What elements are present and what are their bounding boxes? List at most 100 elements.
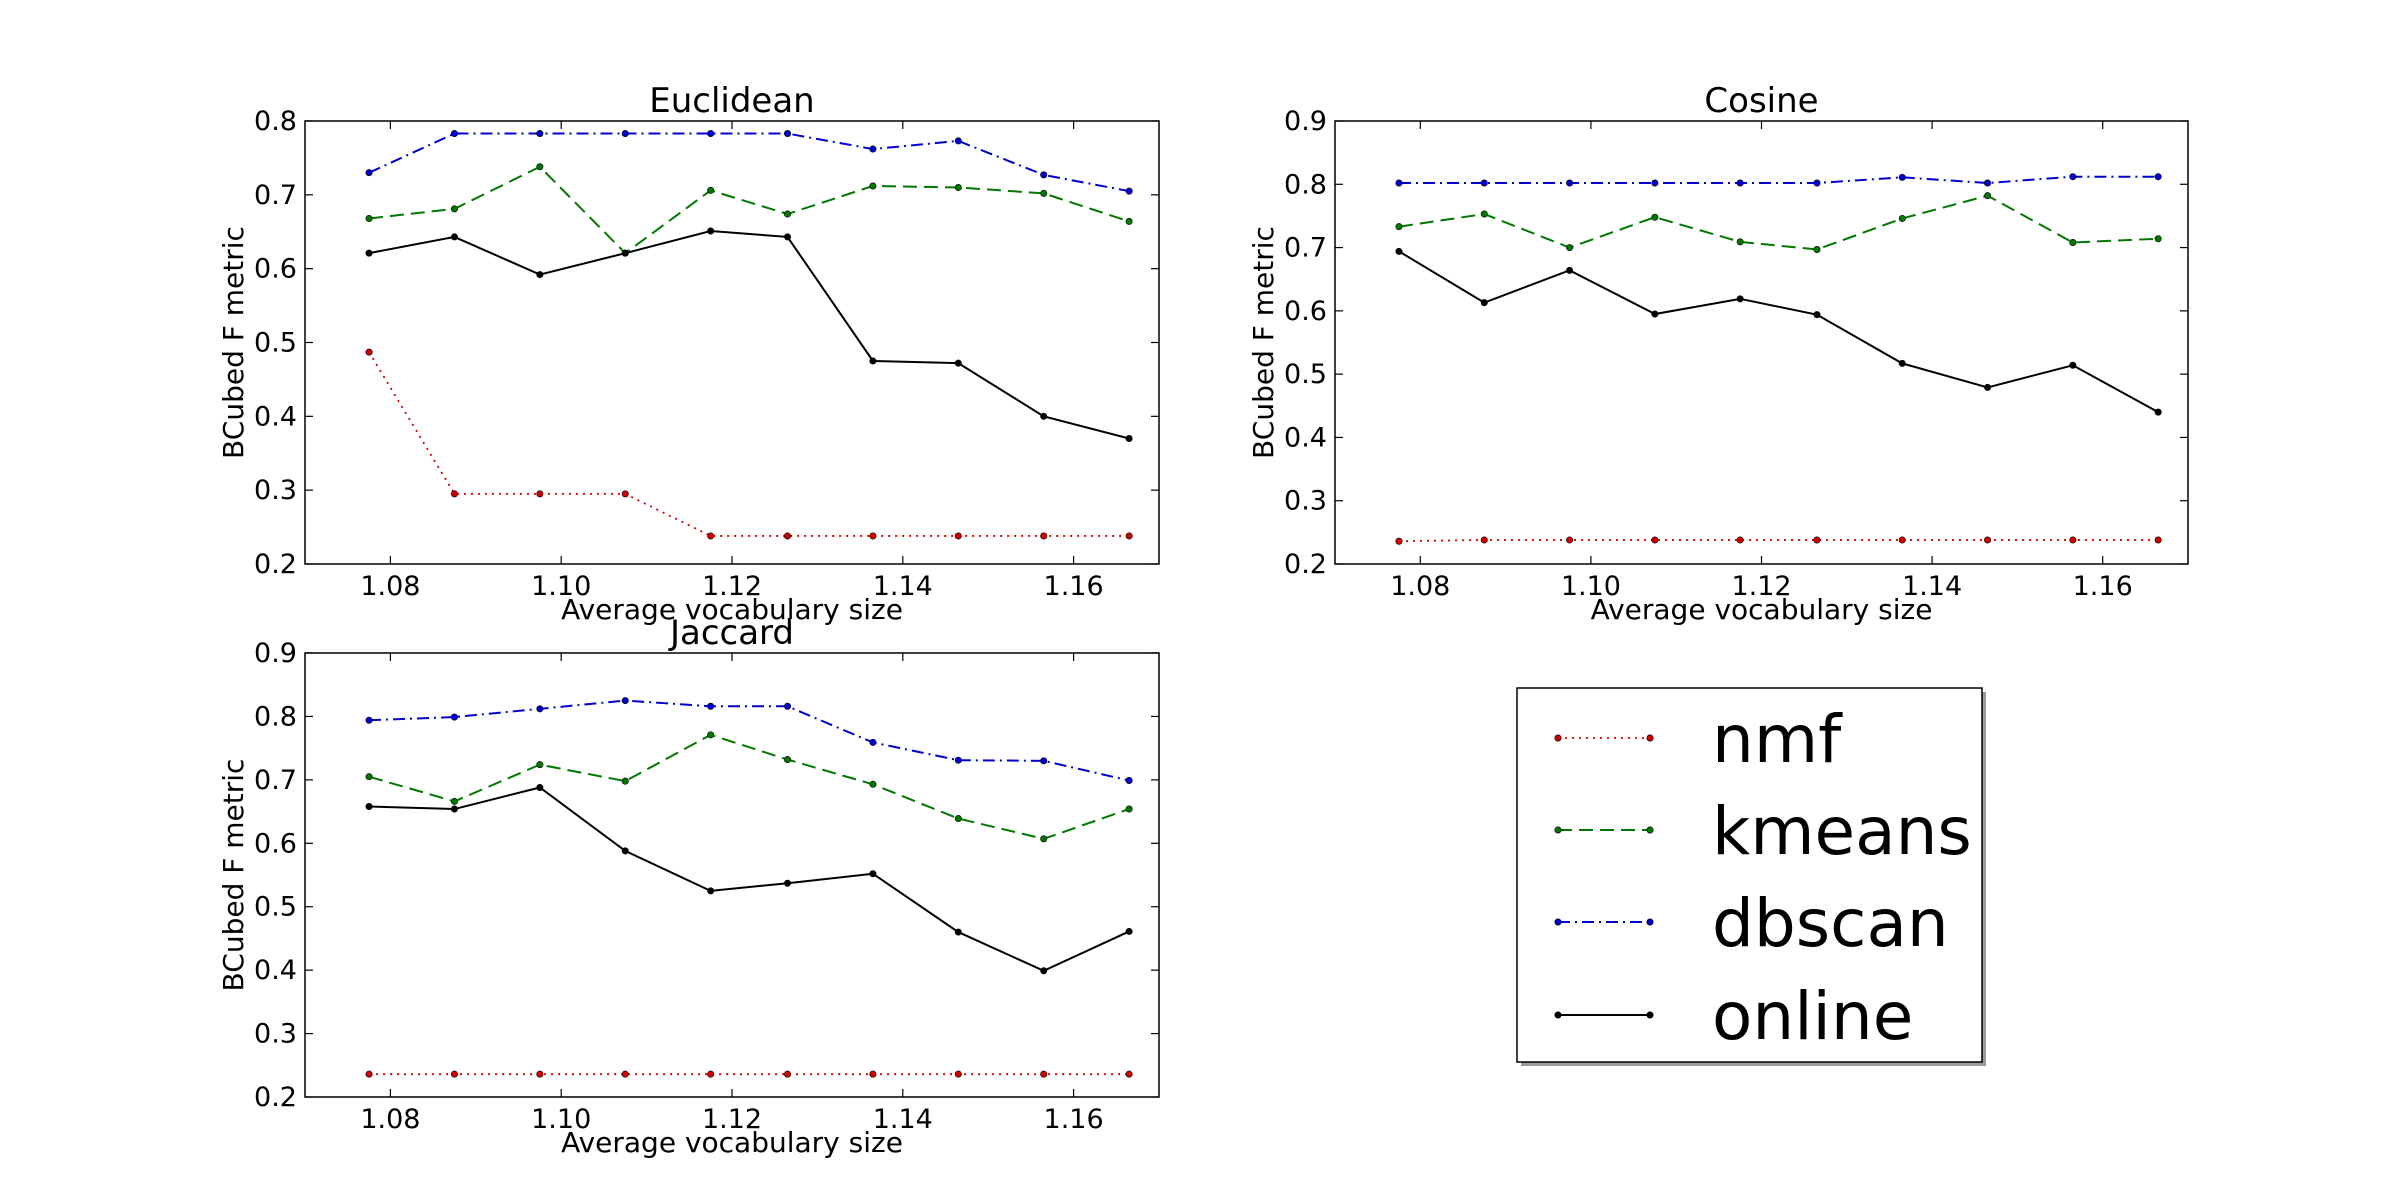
data-point-dbscan	[954, 137, 962, 145]
y-tick-label: 0.6	[254, 254, 297, 285]
data-point-dbscan	[536, 130, 544, 138]
y-tick-label: 0.7	[254, 765, 297, 796]
x-tick-label: 1.08	[360, 1104, 420, 1135]
axes-frame	[304, 120, 1160, 565]
series-line-dbscan	[368, 132, 1130, 193]
data-point-kmeans	[869, 182, 877, 190]
x-tick-label: 1.10	[531, 571, 591, 602]
data-point-nmf	[450, 1070, 458, 1078]
data-point-online	[784, 233, 792, 241]
data-point-nmf	[1736, 536, 1744, 544]
data-point-kmeans	[1040, 835, 1048, 843]
data-point-dbscan	[707, 130, 715, 138]
data-point-kmeans	[954, 183, 962, 191]
data-point-nmf	[621, 1070, 629, 1078]
y-tick-label: 0.3	[1284, 486, 1327, 517]
data-point-online	[1395, 247, 1403, 255]
data-point-kmeans	[1566, 244, 1574, 252]
data-point-nmf	[621, 490, 629, 498]
y-tick-label: 0.6	[1284, 296, 1327, 327]
data-point-nmf	[365, 1070, 373, 1078]
y-tick-label: 0.5	[254, 892, 297, 923]
data-point-kmeans	[621, 777, 629, 785]
y-axis-label: BCubed F metric	[217, 759, 250, 992]
data-point-online	[536, 271, 544, 279]
data-point-dbscan	[2069, 173, 2077, 181]
data-point-kmeans	[450, 797, 458, 805]
data-point-dbscan	[1736, 179, 1744, 187]
data-point-nmf	[536, 1070, 544, 1078]
data-point-kmeans	[784, 210, 792, 218]
data-point-nmf	[1898, 536, 1906, 544]
data-point-dbscan	[954, 756, 962, 764]
legend-marker	[1646, 734, 1654, 742]
legend-marker	[1554, 918, 1562, 926]
series-line-kmeans	[368, 165, 1130, 255]
legend-box	[1516, 687, 1983, 1063]
y-tick-label: 0.4	[254, 955, 297, 986]
subplot-euclidean: 0.2 0.3 0.4 0.5 0.6 0.7 0.8 1.08 1.10 1.12 1.14 1.1…	[217, 81, 1160, 626]
y-tick-label: 0.4	[254, 401, 297, 432]
data-point-kmeans	[1480, 210, 1488, 218]
data-point-dbscan	[1813, 179, 1821, 187]
x-tick-label: 1.14	[873, 571, 933, 602]
data-point-dbscan	[1480, 179, 1488, 187]
chart-title: Jaccard	[668, 613, 794, 653]
data-point-nmf	[869, 532, 877, 540]
data-point-kmeans	[1125, 217, 1133, 225]
data-point-nmf	[784, 532, 792, 540]
x-tick-label: 1.16	[1044, 571, 1104, 602]
data-point-online	[1125, 434, 1133, 442]
data-point-nmf	[2069, 536, 2077, 544]
data-point-dbscan	[1898, 173, 1906, 181]
chart-title: Cosine	[1704, 81, 1818, 121]
data-point-dbscan	[365, 169, 373, 177]
data-point-kmeans	[954, 815, 962, 823]
x-tick-label: 1.08	[1390, 571, 1450, 602]
data-point-nmf	[707, 1070, 715, 1078]
data-point-kmeans	[365, 773, 373, 781]
series-line-online	[1398, 250, 2159, 413]
data-point-kmeans	[1395, 223, 1403, 231]
legend-marker	[1646, 826, 1654, 834]
data-point-dbscan	[1566, 179, 1574, 187]
data-point-online	[1040, 967, 1048, 975]
data-point-online	[954, 928, 962, 936]
x-tick-label: 1.16	[2073, 571, 2133, 602]
data-point-kmeans	[536, 761, 544, 769]
data-point-online	[365, 802, 373, 810]
data-point-online	[869, 357, 877, 365]
data-point-dbscan	[621, 697, 629, 705]
data-point-online	[450, 805, 458, 813]
x-axis-label: Average vocabulary size	[561, 593, 903, 626]
data-point-nmf	[954, 1070, 962, 1078]
legend-marker	[1646, 918, 1654, 926]
legend-label-online: online	[1712, 978, 1913, 1055]
y-tick-label: 0.4	[1284, 422, 1327, 453]
legend: nmf kmeans dbscan online	[1516, 687, 1986, 1066]
data-point-dbscan	[1984, 179, 1992, 187]
data-point-online	[707, 227, 715, 235]
x-tick-label: 1.14	[873, 1104, 933, 1135]
data-point-online	[1898, 359, 1906, 367]
data-point-nmf	[450, 490, 458, 498]
data-point-kmeans	[1813, 245, 1821, 253]
data-point-nmf	[1480, 536, 1488, 544]
legend-marker	[1646, 1011, 1654, 1019]
data-point-kmeans	[1040, 189, 1048, 197]
data-point-online	[1736, 295, 1744, 303]
y-tick-label: 0.9	[254, 638, 297, 669]
data-point-online	[1040, 412, 1048, 420]
data-point-nmf	[1125, 1070, 1133, 1078]
data-point-online	[1813, 311, 1821, 319]
series-line-nmf	[368, 351, 1130, 537]
data-point-dbscan	[1651, 179, 1659, 187]
series-line-dbscan	[369, 699, 1130, 782]
series-line-dbscan	[1398, 175, 2159, 185]
data-point-dbscan	[450, 713, 458, 721]
data-point-online	[2069, 361, 2077, 369]
data-point-dbscan	[784, 702, 792, 710]
x-tick-label: 1.08	[360, 571, 420, 602]
data-point-online	[707, 887, 715, 895]
y-tick-label: 0.5	[254, 328, 297, 359]
